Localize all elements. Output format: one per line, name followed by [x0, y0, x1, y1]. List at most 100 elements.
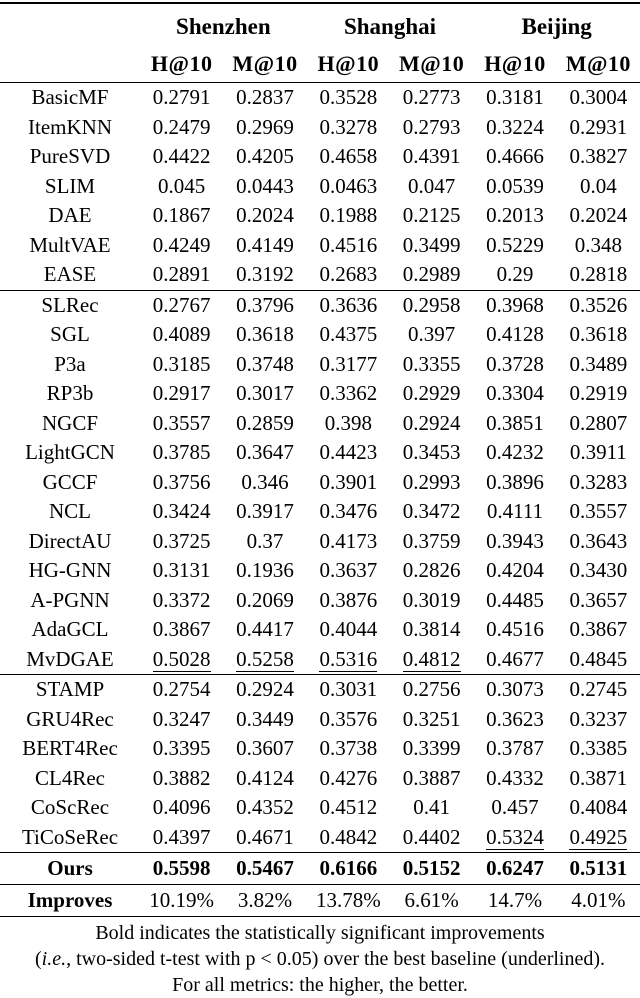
value-cell: 0.3181 [486, 85, 544, 110]
metric-header-row: H@10 M@10 H@10 M@10 H@10 M@10 [0, 46, 640, 83]
table-row: CoScRec 0.4096 0.4352 0.4512 0.41 0.457 0.4084 [0, 793, 640, 823]
value-cell: 0.3748 [236, 351, 294, 376]
value-cell: 0.3871 [569, 765, 628, 790]
value-cell: 0.2479 [152, 114, 211, 139]
value-cell: 0.4677 [473, 644, 557, 675]
value-cell: 0.4232 [486, 440, 544, 465]
footnote-line-2-rest: two-sided t-test with p < 0.05) over the… [71, 948, 606, 970]
table-row: A-PGNN 0.3372 0.2069 0.3876 0.3019 0.4485 0.36… [0, 586, 640, 616]
table-row: STAMP 0.2754 0.2924 0.3031 0.2756 0.3073 0.274… [0, 675, 640, 705]
value-cell: 0.2989 [389, 260, 474, 291]
value-cell: 0.3725 [152, 528, 211, 553]
table-row: MultVAE 0.4249 0.4149 0.4516 0.3499 0.5229 0.3… [0, 231, 640, 261]
city-header-shanghai: Shanghai [343, 13, 437, 39]
metric-header: M@10 [223, 46, 307, 83]
table-row: CL4Rec 0.3882 0.4124 0.4276 0.3887 0.4332 0.38… [0, 764, 640, 794]
table-row: SGL 0.4089 0.3618 0.4375 0.397 0.4128 0.3618 [0, 320, 640, 350]
value-cell: 0.4422 [152, 144, 211, 169]
value-cell: 0.3647 [236, 440, 294, 465]
value-cell: 0.0463 [319, 173, 378, 198]
value-cell: 0.3355 [402, 351, 461, 376]
value-cell: 0.3607 [236, 736, 294, 761]
value-cell: 0.4111 [486, 499, 544, 524]
value-cell: 0.3876 [319, 587, 378, 612]
value-cell: 0.1988 [319, 203, 378, 228]
value-cell: 0.2791 [152, 85, 211, 110]
value-cell: 0.3017 [236, 381, 294, 406]
method-label: SLRec [41, 292, 99, 317]
value-cell: 0.2931 [569, 114, 628, 139]
value-cell: 0.4485 [486, 587, 544, 612]
value-cell: 0.4149 [236, 232, 294, 257]
value-cell: 0.3887 [402, 765, 461, 790]
value-cell: 0.3472 [402, 499, 461, 524]
metric-header: H@10 [306, 46, 390, 83]
city-header-shenzhen: Shenzhen [176, 13, 271, 39]
method-label: Improves [0, 884, 140, 917]
underlined-value: 0.5258 [236, 646, 294, 672]
table-row: RP3b 0.2917 0.3017 0.3362 0.2929 0.3304 0.2919 [0, 379, 640, 409]
table-row: SLIM 0.045 0.0443 0.0463 0.047 0.0539 0.04 [0, 172, 640, 202]
value-cell: 0.2993 [402, 469, 461, 494]
value-cell: 0.2773 [402, 85, 461, 110]
value-cell: 0.2837 [236, 85, 294, 110]
method-label: GRU4Rec [26, 706, 114, 731]
table-row: SLRec 0.2767 0.3796 0.3636 0.2958 0.3968 0.352… [0, 290, 640, 320]
underlined-value: 0.5028 [152, 646, 211, 672]
value-cell: 0.3237 [569, 706, 628, 731]
value-cell: 0.397 [408, 322, 456, 347]
value-cell: 0.3278 [319, 114, 378, 139]
value-cell: 0.4925 [556, 822, 640, 853]
table-row: PureSVD 0.4422 0.4205 0.4658 0.4391 0.4666 0.3… [0, 142, 640, 172]
value-cell: 0.3449 [236, 706, 294, 731]
value-cell: 0.2013 [486, 203, 544, 228]
method-label: DAE [48, 203, 92, 228]
value-cell: 0.5152 [389, 852, 474, 885]
value-cell: 0.4124 [236, 765, 294, 790]
value-cell: 0.3576 [319, 706, 378, 731]
value-cell: 0.2917 [152, 381, 211, 406]
value-cell: 0.3247 [152, 706, 211, 731]
table-row: BERT4Rec 0.3395 0.3607 0.3738 0.3399 0.3787 0.… [0, 734, 640, 764]
value-cell: 0.4512 [319, 795, 378, 820]
method-label: P3a [54, 351, 86, 376]
value-cell: 0.29 [473, 260, 557, 291]
underlined-value: 0.4925 [569, 824, 628, 850]
value-cell: 0.2969 [236, 114, 294, 139]
value-cell: 0.2745 [569, 677, 628, 702]
value-cell: 0.5131 [556, 852, 640, 885]
value-cell: 0.3643 [569, 528, 628, 553]
results-table: Shenzhen Shanghai Beijing H@10 M@10 H@10… [0, 2, 640, 917]
value-cell: 0.5467 [223, 852, 307, 885]
value-cell: 0.2756 [402, 677, 461, 702]
method-label: RP3b [46, 381, 94, 406]
underlined-value: 0.4812 [402, 646, 461, 672]
table-row: AdaGCL 0.3867 0.4417 0.4044 0.3814 0.4516 0.38… [0, 615, 640, 645]
method-label: SLIM [44, 173, 96, 198]
value-cell: 0.5229 [486, 232, 544, 257]
table-row: LightGCN 0.3785 0.3647 0.4423 0.3453 0.4232 0.… [0, 438, 640, 468]
value-cell: 0.3131 [152, 558, 211, 583]
footnote-line-3: For all metrics: the higher, the better. [172, 974, 468, 996]
value-cell: 0.3943 [486, 528, 544, 553]
value-cell: 0.3901 [319, 469, 378, 494]
corner-cell [0, 46, 140, 83]
value-cell: 0.3917 [236, 499, 294, 524]
table-row: ItemKNN 0.2479 0.2969 0.3278 0.2793 0.3224 0.2… [0, 113, 640, 143]
value-cell: 0.3430 [569, 558, 628, 583]
baseline-group-1: BasicMF 0.2791 0.2837 0.3528 0.2773 0.3181 0.3… [0, 83, 640, 291]
value-cell: 0.3728 [486, 351, 544, 376]
value-cell: 0.4375 [319, 322, 378, 347]
method-label: HG-GNN [28, 558, 112, 583]
value-cell: 0.3623 [486, 706, 544, 731]
value-cell: 0.3618 [569, 322, 628, 347]
value-cell: 0.2826 [402, 558, 461, 583]
method-label: NCL [49, 499, 91, 524]
value-cell: 0.047 [408, 173, 456, 198]
method-label: STAMP [35, 677, 105, 702]
value-cell: 0.3814 [402, 617, 461, 642]
value-cell: 0.2754 [152, 677, 211, 702]
value-cell: 0.2793 [402, 114, 461, 139]
table-row: HG-GNN 0.3131 0.1936 0.3637 0.2826 0.4204 0.34… [0, 556, 640, 586]
